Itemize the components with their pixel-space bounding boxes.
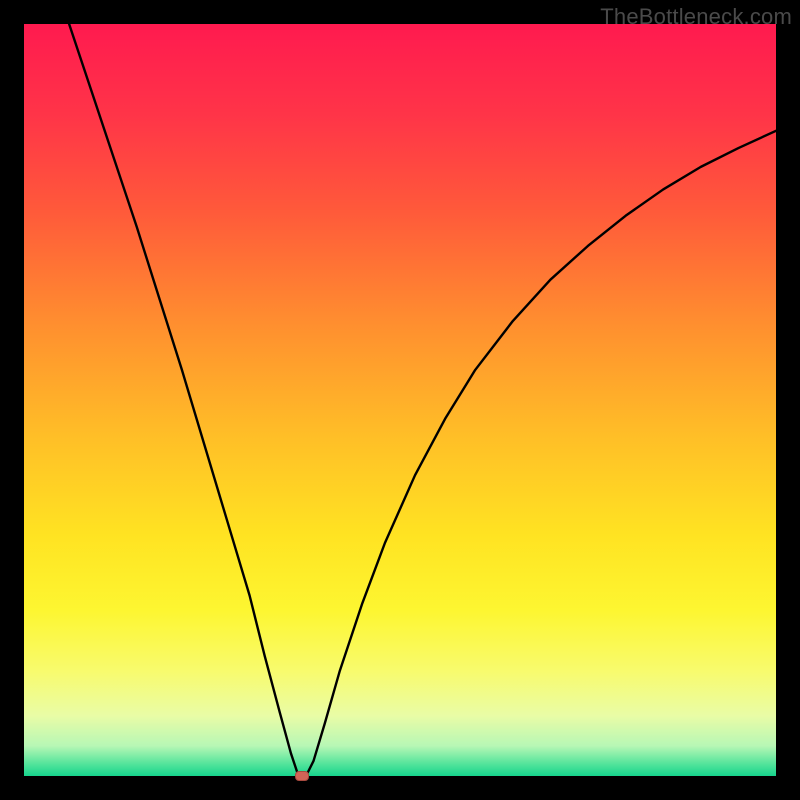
- plot-area: [24, 24, 776, 776]
- minimum-marker: [295, 771, 309, 781]
- watermark-text: TheBottleneck.com: [600, 4, 792, 30]
- chart-container: TheBottleneck.com: [0, 0, 800, 800]
- bottleneck-curve: [24, 24, 776, 776]
